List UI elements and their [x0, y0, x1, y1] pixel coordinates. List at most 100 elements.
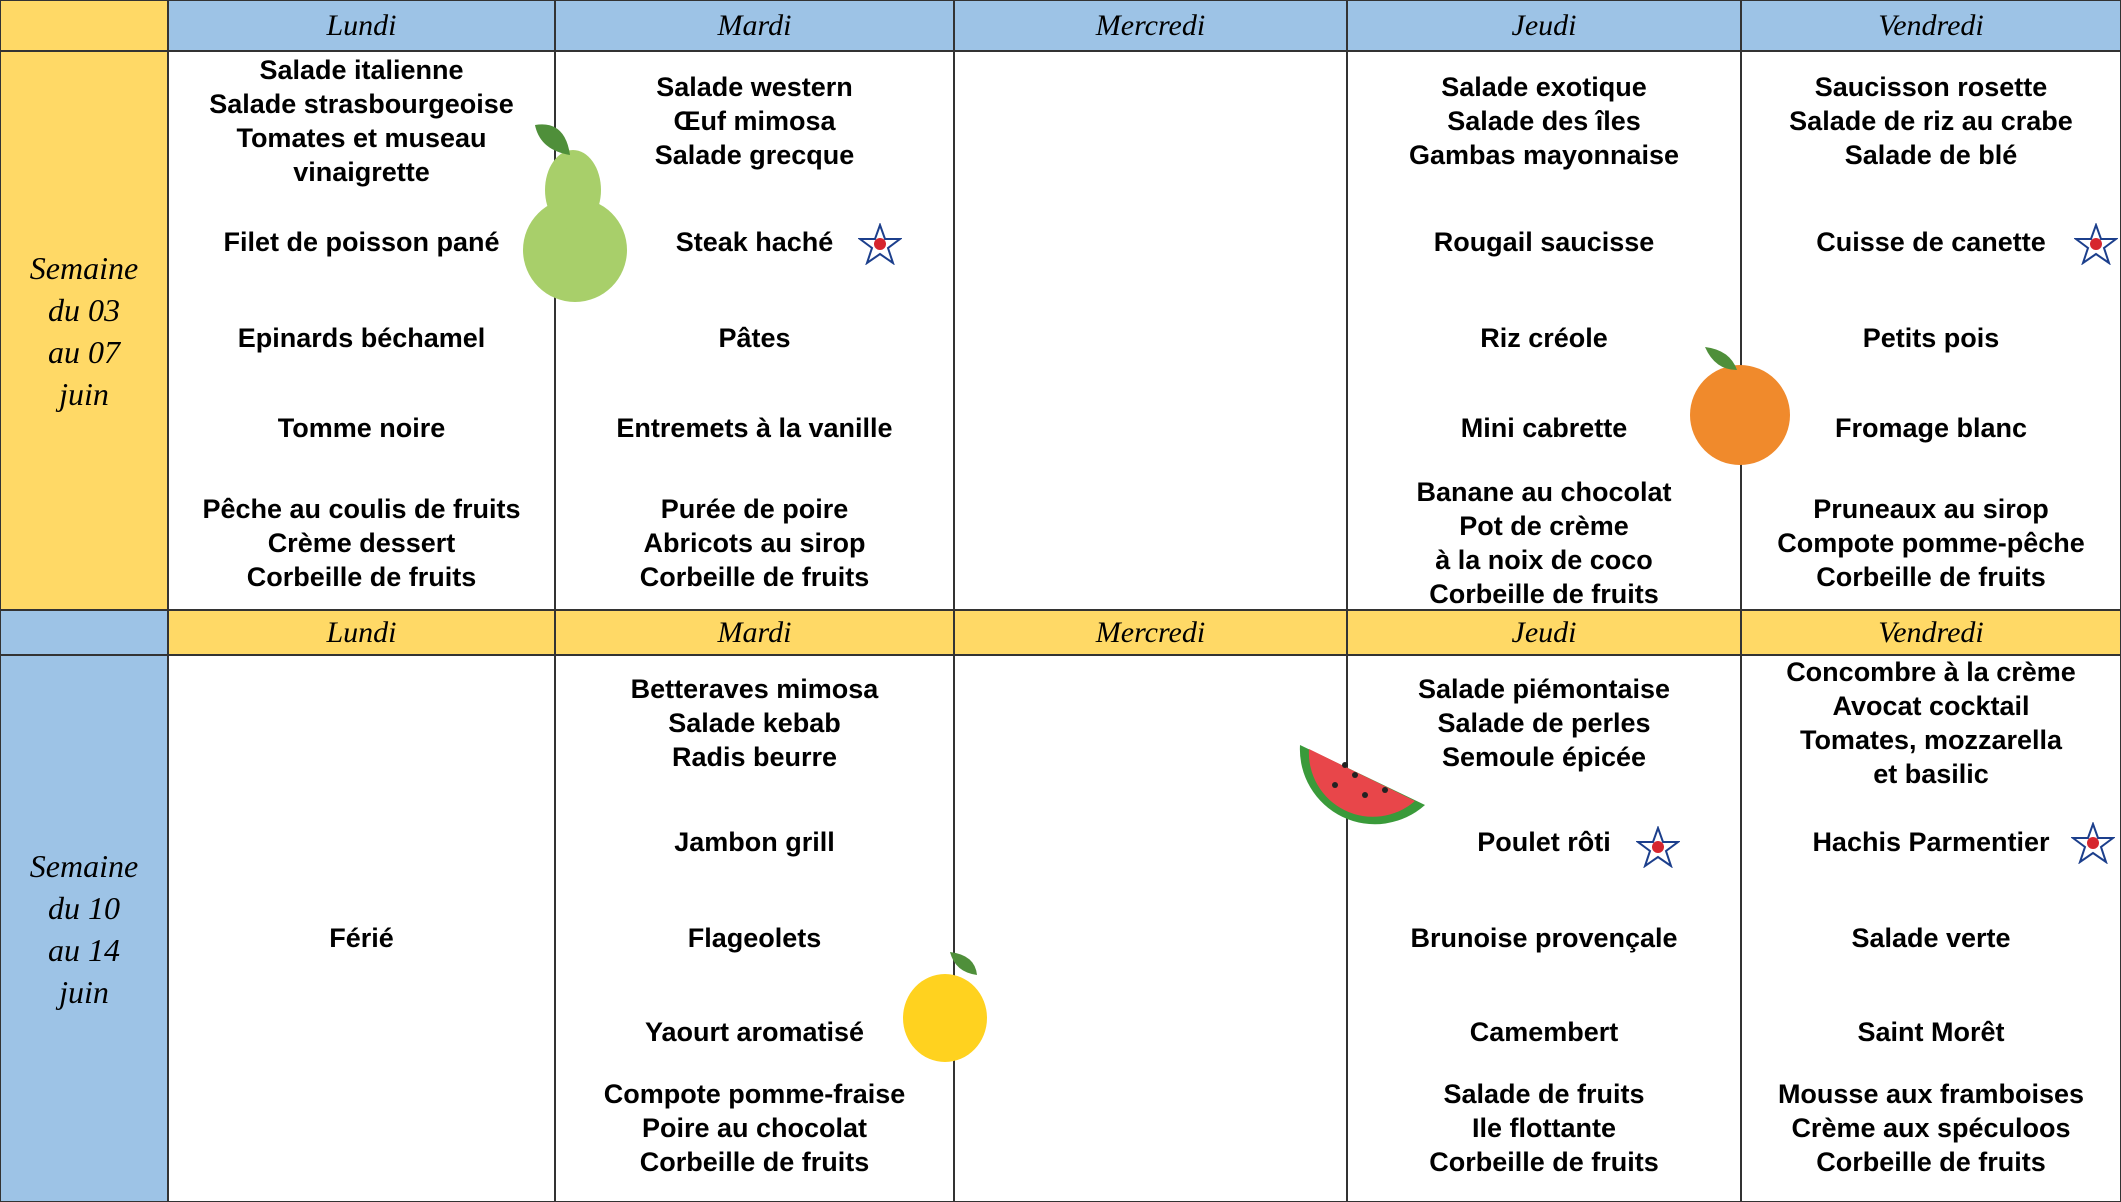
week-label-line: juin [59, 375, 109, 412]
menu-item: Corbeille de fruits [1429, 1147, 1659, 1177]
menu-item: Avocat cocktail [1832, 691, 2030, 721]
day-cell: Concombre à la crème Avocat cocktail Tomat… [1741, 655, 2121, 1202]
menu-item: Salade de riz au crabe [1789, 106, 2073, 136]
menu-item-group: Hachis Parmentier [1742, 825, 2120, 859]
menu-item: Mini cabrette [1460, 413, 1628, 443]
menu-item-group: Mini cabrette [1348, 411, 1740, 445]
menu-item-group: Petits pois [1742, 321, 2120, 355]
menu-item: Salade de fruits [1443, 1079, 1645, 1109]
day-header: Mardi [555, 0, 954, 51]
menu-item: Salade kebab [668, 708, 841, 738]
day-header: Jeudi [1347, 0, 1741, 51]
day-cell: Férié [168, 655, 555, 1202]
day-cell: Salade italienne Salade strasbourgeoise To… [168, 51, 555, 610]
menu-item: Semoule épicée [1441, 742, 1647, 772]
menu-item: Salade de blé [1844, 140, 2018, 170]
menu-item: et basilic [1873, 759, 1989, 789]
menu-item: Filet de poisson pané [223, 227, 500, 257]
menu-item: Betteraves mimosa [630, 674, 879, 704]
menu-item: à la noix de coco [1435, 545, 1653, 575]
menu-item: Entremets à la vanille [616, 413, 893, 443]
week-label-line: au 07 [48, 333, 120, 370]
menu-item: Ile flottante [1471, 1113, 1616, 1143]
menu-item: Salade verte [1851, 923, 2011, 953]
week-label: Semaine du 10 au 14 juin [0, 655, 168, 1202]
menu-item: Corbeille de fruits [1816, 562, 2046, 592]
week-label-line: Semaine [29, 249, 139, 286]
menu-item: Salade western [656, 72, 853, 102]
menu-item: Concombre à la crème [1786, 657, 2076, 687]
menu-item: Jambon grill [674, 827, 835, 857]
menu-item-group: Rougail saucisse [1348, 225, 1740, 259]
day-header: Mercredi [954, 610, 1347, 655]
day-header: Lundi [168, 610, 555, 655]
menu-item-group: Epinards béchamel [169, 321, 554, 355]
week-label: Semaine du 03 au 07 juin [0, 51, 168, 610]
menu-item-group: Tomme noire [169, 411, 554, 445]
menu-item: vinaigrette [293, 157, 430, 187]
menu-item: Tomates, mozzarella [1799, 725, 2063, 755]
menu-item: Radis beurre [671, 742, 838, 772]
label-icon [1636, 826, 1680, 868]
menu-item: Mousse aux framboises [1777, 1079, 2085, 1109]
menu-item: Gambas mayonnaise [1408, 140, 1680, 170]
menu-item: Salade de perles [1437, 708, 1651, 738]
menu-item: Brunoise provençale [1410, 923, 1678, 953]
menu-item-group: Salade italienne Salade strasbourgeoise To… [169, 53, 554, 189]
day-cell: Saucisson rosette Salade de riz au crabe S… [1741, 51, 2121, 610]
menu-item: Abricots au sirop [643, 528, 866, 558]
menu-item: Salade des îles [1447, 106, 1641, 136]
menu-item: Salade grecque [654, 140, 855, 170]
menu-item-group: Flageolets [556, 921, 953, 955]
menu-item-group: Jambon grill [556, 825, 953, 859]
menu-item: Corbeille de fruits [1429, 579, 1659, 609]
menu-item-group: Poulet rôti [1348, 825, 1740, 859]
menu-item: Fromage blanc [1834, 413, 2028, 443]
menu-item-group: Betteraves mimosa Salade kebab Radis beurr… [556, 672, 953, 774]
menu-item: Crème dessert [267, 528, 456, 558]
menu-item-group: Fromage blanc [1742, 411, 2120, 445]
menu-item: Crème aux spéculoos [1791, 1113, 2071, 1143]
menu-item: Compote pomme-pêche [1777, 528, 2085, 558]
label-icon [2074, 223, 2118, 265]
menu-item-group: Salade de fruits Ile flottante Corbeille d… [1348, 1077, 1740, 1179]
day-cell: Betteraves mimosa Salade kebab Radis beurr… [555, 655, 954, 1202]
day-header: Mardi [555, 610, 954, 655]
menu-item: Flageolets [687, 923, 822, 953]
menu-item-group: Cuisse de canette [1742, 225, 2120, 259]
menu-item: Férié [329, 923, 394, 953]
menu-item: Salade italienne [259, 55, 464, 85]
menu-item: Tomates et museau [236, 123, 487, 153]
menu-item: Petits pois [1862, 323, 2000, 353]
week-label-line: du 10 [48, 889, 120, 926]
menu-item: Pâtes [718, 323, 791, 353]
menu-item: Riz créole [1480, 323, 1608, 353]
week-label-line: Semaine [29, 847, 139, 884]
menu-item: Cuisse de canette [1816, 227, 2046, 257]
day-cell: Salade western Œuf mimosa Salade grecque St… [555, 51, 954, 610]
menu-item: Compote pomme-fraise [603, 1079, 906, 1109]
menu-item-group: Pâtes [556, 321, 953, 355]
menu-item: Œuf mimosa [673, 106, 836, 136]
menu-item-group: Saint Morêt [1742, 1015, 2120, 1049]
menu-item-group: Banane au chocolat Pot de crème à la noix … [1348, 475, 1740, 611]
menu-item: Saucisson rosette [1814, 72, 2048, 102]
menu-item: Salade strasbourgeoise [209, 89, 514, 119]
menu-item: Salade piémontaise [1417, 674, 1671, 704]
menu-item: Salade exotique [1441, 72, 1647, 102]
menu-item-group: Filet de poisson pané [169, 225, 554, 259]
menu-item: Steak haché [675, 227, 834, 257]
day-cell [954, 51, 1347, 610]
day-header: Mercredi [954, 0, 1347, 51]
menu-item: Corbeille de fruits [246, 562, 477, 592]
day-header: Vendredi [1741, 0, 2121, 51]
menu-item: Poulet rôti [1477, 827, 1611, 857]
menu-item: Camembert [1469, 1017, 1619, 1047]
menu-item: Banane au chocolat [1416, 477, 1672, 507]
menu-item-group: Riz créole [1348, 321, 1740, 355]
label-icon [2071, 822, 2115, 864]
menu-item: Hachis Parmentier [1812, 827, 2050, 857]
header-corner [0, 610, 168, 655]
menu-item-group: Camembert [1348, 1015, 1740, 1049]
menu-item-group: Concombre à la crème Avocat cocktail Tomat… [1742, 655, 2120, 791]
